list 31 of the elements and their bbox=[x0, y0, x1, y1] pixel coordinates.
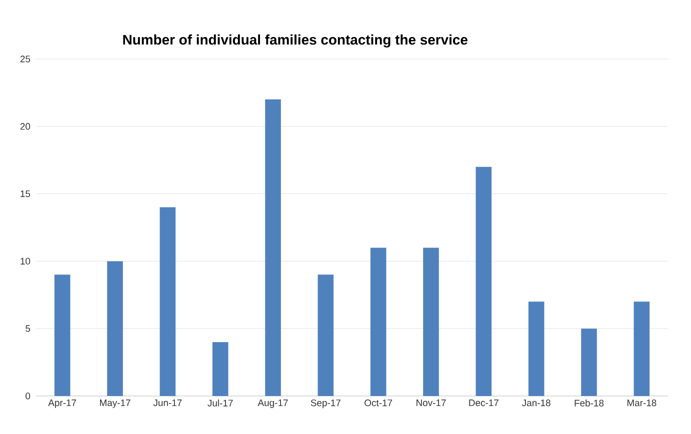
y-tick-label: 10 bbox=[20, 258, 30, 265]
x-tick-label: Jul-17 bbox=[208, 400, 233, 406]
bar bbox=[423, 248, 439, 396]
bar bbox=[160, 207, 176, 396]
x-tick-label: Nov-17 bbox=[416, 400, 446, 406]
bar bbox=[54, 274, 70, 396]
x-tick-label: Feb-18 bbox=[574, 400, 604, 406]
bar bbox=[107, 261, 123, 396]
y-tick-label: 15 bbox=[20, 190, 30, 198]
bar bbox=[476, 166, 492, 396]
bar bbox=[634, 302, 650, 396]
bar bbox=[318, 274, 334, 396]
y-tick-label: 20 bbox=[20, 123, 30, 130]
bar bbox=[528, 302, 544, 396]
x-tick-label: Sep-17 bbox=[310, 400, 340, 408]
x-tick-label: Mar-18 bbox=[627, 400, 656, 406]
y-tick-label: 5 bbox=[26, 325, 30, 332]
y-tick-label: 25 bbox=[20, 56, 30, 62]
bar bbox=[581, 328, 597, 396]
chart-title: Number of individual families contacting the service bbox=[123, 34, 468, 48]
x-tick-label: Jan-18 bbox=[522, 400, 550, 406]
x-tick-label: Oct-17 bbox=[364, 400, 392, 406]
x-tick-label: May-17 bbox=[100, 400, 130, 408]
bar bbox=[370, 248, 386, 396]
x-tick-label: Apr-17 bbox=[48, 400, 76, 408]
bar bbox=[265, 99, 281, 396]
x-tick-label: Jun-17 bbox=[153, 400, 182, 406]
bar bbox=[212, 342, 228, 396]
x-tick-label: Aug-17 bbox=[258, 400, 288, 408]
y-tick-label: 0 bbox=[26, 392, 30, 400]
x-tick-label: Dec-17 bbox=[469, 400, 498, 406]
